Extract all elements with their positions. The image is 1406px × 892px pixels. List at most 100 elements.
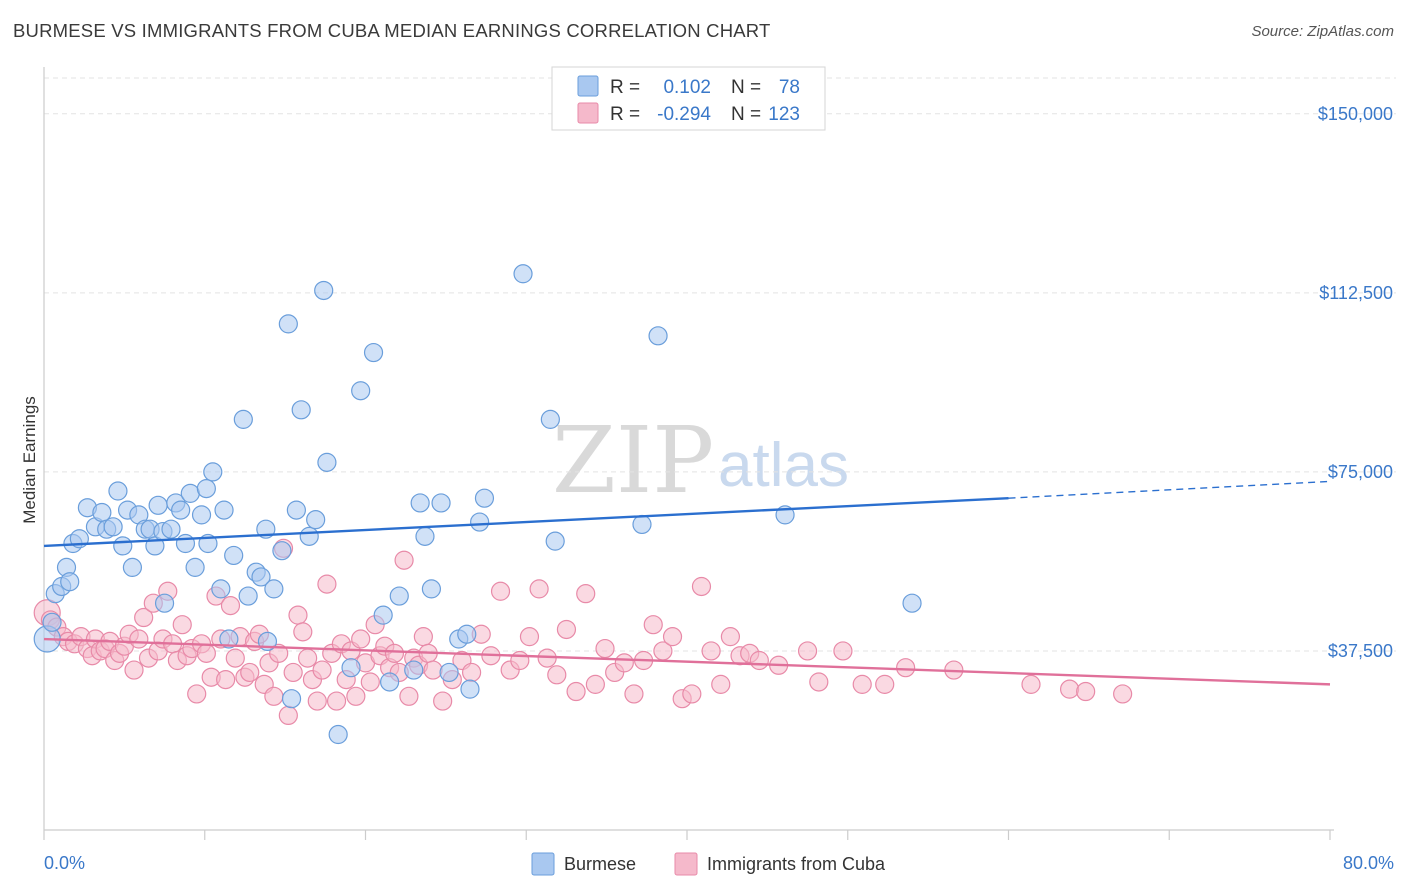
point-burmese <box>42 612 62 632</box>
point-cuba <box>298 648 318 668</box>
trend-lines <box>43 480 1331 686</box>
point-cuba <box>490 581 511 601</box>
point-burmese <box>175 533 196 554</box>
point-cuba <box>595 638 615 659</box>
point-cuba <box>399 686 419 706</box>
point-burmese <box>431 493 451 513</box>
y-tick-label-1: $75,000 <box>1328 462 1393 482</box>
bottom-legend-label-cuba: Immigrants from Cuba <box>707 854 886 874</box>
point-burmese <box>238 586 258 606</box>
point-burmese <box>196 479 216 499</box>
point-burmese <box>421 579 442 599</box>
x-tick-marks <box>43 830 1331 840</box>
point-burmese <box>103 517 123 537</box>
point-cuba <box>433 691 453 711</box>
y-axis-title: Median Earnings <box>20 396 39 524</box>
point-cuba <box>124 660 144 680</box>
bottom-legend-label-burmese: Burmese <box>564 854 636 874</box>
point-cuba <box>701 641 721 661</box>
point-cuba <box>264 686 284 706</box>
point-burmese <box>513 264 533 284</box>
point-burmese <box>291 400 311 420</box>
point-cuba <box>317 574 337 594</box>
point-burmese <box>286 500 306 520</box>
point-cuba <box>360 672 380 692</box>
point-burmese <box>389 586 409 606</box>
point-cuba <box>283 662 303 683</box>
point-cuba <box>624 684 644 704</box>
legend-n-value-cuba: 123 <box>768 104 800 125</box>
trendline-burmese-extension <box>1008 480 1331 499</box>
point-burmese <box>373 605 393 625</box>
point-burmese <box>211 579 231 599</box>
point-cuba <box>269 643 289 663</box>
point-cuba <box>196 643 216 663</box>
watermark-atlas: atlas <box>718 431 849 500</box>
point-burmese <box>108 481 128 501</box>
trendline-burmese <box>43 496 1009 548</box>
point-burmese <box>341 658 361 678</box>
point-cuba <box>288 605 308 625</box>
point-cuba <box>225 648 245 668</box>
point-cuba <box>1113 684 1133 704</box>
point-cuba <box>413 627 433 647</box>
legend-swatch-cuba <box>577 102 599 124</box>
point-burmese <box>233 409 253 429</box>
point-burmese <box>251 567 271 587</box>
point-cuba <box>461 662 482 683</box>
legend-r-label-burmese: R = <box>610 77 640 98</box>
point-burmese <box>171 500 191 520</box>
point-burmese <box>278 314 298 334</box>
point-cuba <box>643 615 663 635</box>
point-burmese <box>113 536 133 556</box>
point-cuba <box>278 705 298 726</box>
y-tick-label-2: $112,500 <box>1319 283 1393 303</box>
point-cuba <box>547 665 567 685</box>
point-burmese <box>191 505 212 525</box>
legend-swatch-burmese <box>577 75 599 97</box>
point-cuba <box>293 622 313 642</box>
point-cuba <box>394 550 414 570</box>
point-burmese <box>224 545 244 566</box>
bottom-legend-swatch-burmese <box>531 852 555 876</box>
point-burmese <box>439 662 459 683</box>
point-burmese <box>272 541 292 561</box>
point-burmese <box>351 381 371 401</box>
legend-r-value-cuba: -0.294 <box>657 104 711 125</box>
x-tick-label-min: 0.0% <box>44 853 85 873</box>
point-cuba <box>307 691 327 711</box>
legend-r-value-burmese: 0.102 <box>663 77 711 98</box>
point-burmese <box>460 679 480 699</box>
point-burmese <box>317 452 337 472</box>
point-cuba <box>1059 679 1080 699</box>
point-cuba <box>240 662 260 683</box>
point-cuba <box>691 576 712 597</box>
chart-title: BURMESE VS IMMIGRANTS FROM CUBA MEDIAN E… <box>13 20 771 41</box>
point-cuba <box>852 674 872 694</box>
point-burmese <box>148 495 168 515</box>
point-cuba <box>566 681 586 702</box>
point-burmese <box>380 672 400 692</box>
point-cuba <box>797 641 818 661</box>
point-cuba <box>576 584 596 604</box>
y-tick-label-3: $150,000 <box>1318 104 1393 124</box>
point-burmese <box>404 660 424 680</box>
point-cuba <box>134 607 154 628</box>
point-cuba <box>529 579 549 599</box>
point-burmese <box>314 280 334 301</box>
point-burmese <box>161 519 181 539</box>
point-burmese <box>328 724 348 745</box>
point-cuba <box>351 629 371 649</box>
point-burmese <box>415 526 435 546</box>
point-burmese <box>545 531 565 551</box>
y-tick-label-0: $37,500 <box>1328 641 1393 661</box>
point-cuba <box>326 691 347 711</box>
legend-n-label-burmese: N = <box>731 77 761 98</box>
point-burmese <box>474 488 495 508</box>
point-burmese <box>219 629 239 649</box>
legend-r-label-cuba: R = <box>610 104 640 125</box>
point-burmese <box>264 579 284 599</box>
stats-legend: R = 0.102 N = 78 R = -0.294 N = 123 <box>551 66 826 131</box>
point-burmese <box>299 526 319 546</box>
